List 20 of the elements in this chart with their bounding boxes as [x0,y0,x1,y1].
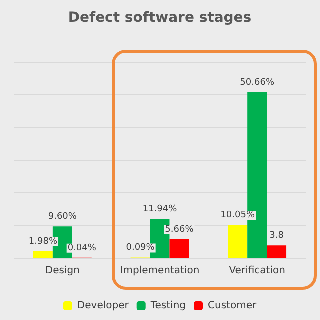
bar [267,246,287,258]
data-label: 1.98% [28,237,58,248]
bar [170,240,190,258]
chart-title: Defect software stages [68,10,252,26]
data-label: 0.09% [126,243,156,254]
data-label: 5.66% [165,225,194,236]
x-tick-label: Design [45,266,80,276]
data-label: 10.05% [220,210,256,221]
x-tick-label: Implementation [120,266,200,276]
bar [33,252,53,258]
data-label: 0.04% [68,243,97,254]
legend-label: Customer [208,300,258,312]
legend-label: Testing [150,300,186,312]
x-tick-label: Verification [229,266,286,276]
data-label: 11.94% [142,204,178,214]
data-label: 3.8 [270,231,284,242]
bar [228,225,248,258]
data-label: 9.60% [48,212,78,222]
legend-label: Developer [77,300,130,312]
data-label: 50.66% [240,78,275,88]
